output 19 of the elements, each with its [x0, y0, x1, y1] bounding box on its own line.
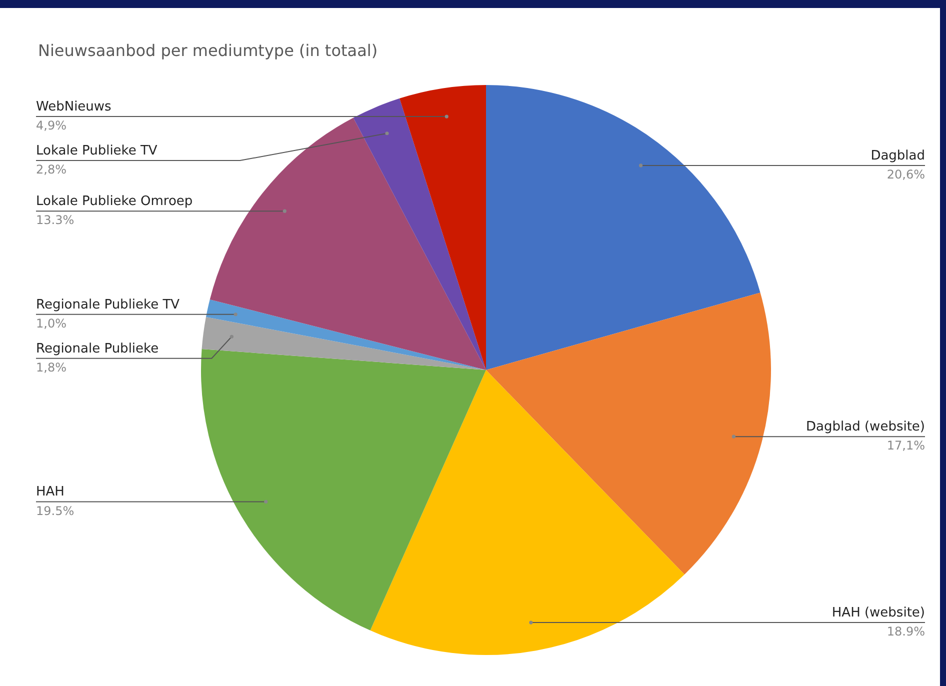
slice-label: Regionale Publieke TV — [36, 297, 180, 312]
data-label: 18.9% — [886, 624, 925, 639]
slice-label: HAH — [36, 484, 64, 500]
data-label: 13.3% — [36, 213, 74, 228]
slice-label: Lokale Publieke TV — [36, 143, 158, 158]
slice-label: Dagblad — [870, 148, 925, 164]
chart-title: Nieuwsaanbod per mediumtype (in totaal) — [38, 41, 378, 60]
slice-label: Regionale Publieke — [36, 341, 159, 356]
data-label: 19.5% — [36, 504, 74, 518]
data-label: 1,0% — [36, 316, 66, 331]
slice-label: Lokale Publieke Omroep — [36, 194, 193, 209]
data-label: 2,8% — [36, 162, 66, 177]
slice-label: WebNieuws — [36, 99, 112, 114]
data-label: 4,9% — [36, 118, 66, 133]
data-label: 17,1% — [886, 438, 925, 453]
data-label: 20,6% — [886, 168, 925, 182]
data-label: 1,8% — [36, 360, 66, 375]
slice-label: Dagblad (website) — [806, 419, 925, 434]
slice-label: HAH (website) — [832, 605, 925, 620]
